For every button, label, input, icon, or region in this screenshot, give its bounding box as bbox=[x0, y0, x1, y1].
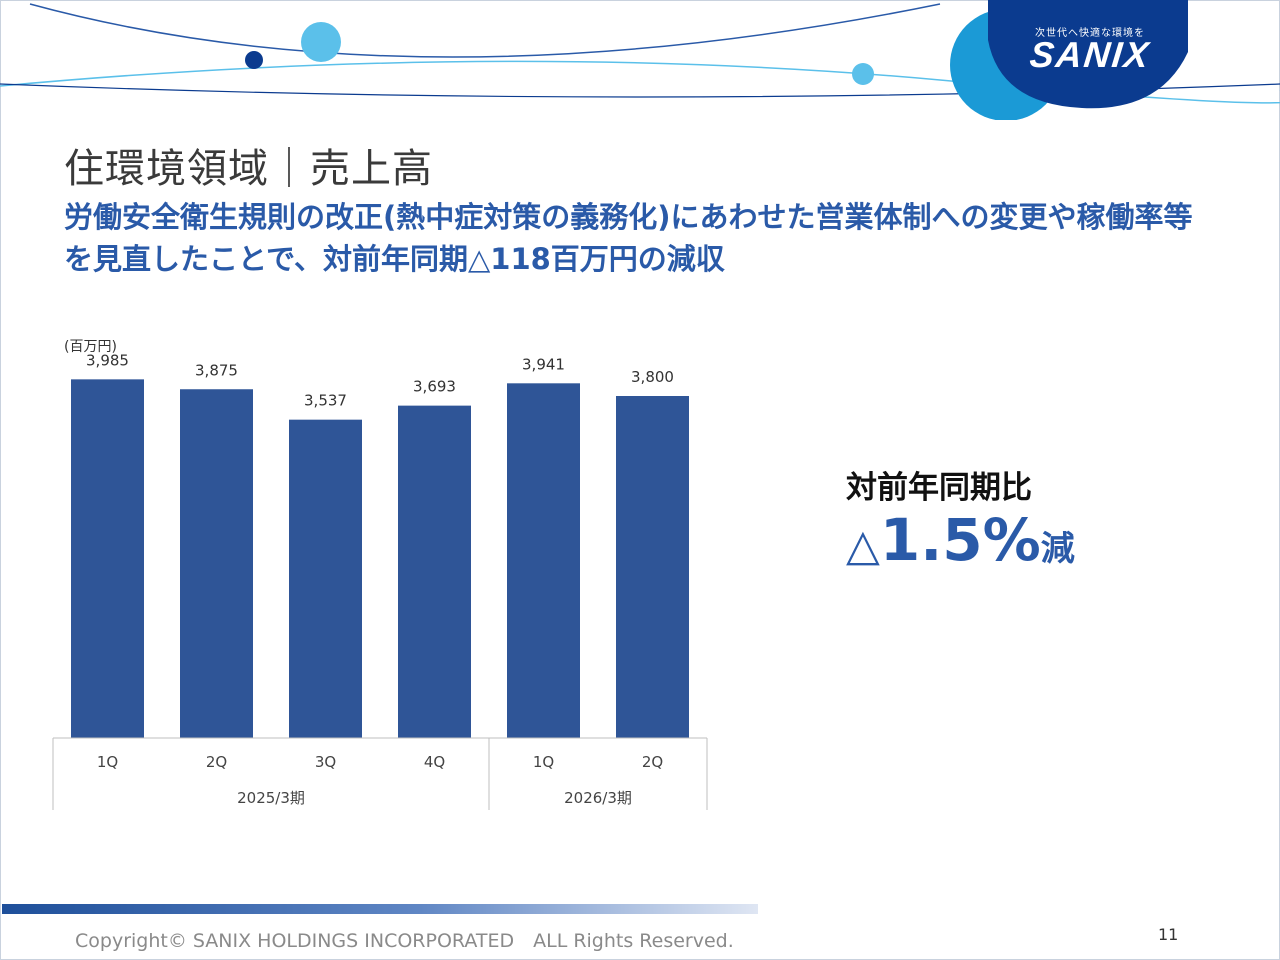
x-tick-label-4: 4Q bbox=[424, 753, 445, 771]
header-decoration bbox=[0, 0, 1280, 120]
kpi-value: △1.5%減 bbox=[846, 506, 1075, 574]
kpi-triangle: △ bbox=[846, 520, 880, 571]
kpi-label: 対前年同期比 bbox=[846, 470, 1032, 506]
data-label-1: 3,985 bbox=[86, 351, 129, 369]
x-tick-label-3: 3Q bbox=[315, 753, 336, 771]
bar-4 bbox=[398, 405, 471, 738]
bar-5 bbox=[507, 383, 580, 738]
page-number: 11 bbox=[1158, 925, 1179, 944]
data-label-4: 3,693 bbox=[413, 378, 456, 396]
footer-gradient-bar bbox=[2, 904, 758, 914]
header-arc-bottom bbox=[0, 60, 1280, 104]
data-label-5: 3,941 bbox=[522, 355, 565, 373]
bar-1 bbox=[71, 379, 144, 738]
bar-3 bbox=[289, 419, 362, 738]
copyright-text: Copyright© SANIX HOLDINGS INCORPORATED A… bbox=[75, 930, 734, 952]
x-tick-label-6: 2Q bbox=[642, 753, 663, 771]
revenue-bar-chart: 3,985 1Q 3,875 2Q 3,537 3Q 3,693 4Q 3,941 1Q 3,800… bbox=[52, 351, 708, 810]
x-tick-label-2: 2Q bbox=[206, 753, 227, 771]
x-tick-label-1: 1Q bbox=[97, 753, 118, 771]
x-group-label-2: 2026/3期 bbox=[564, 789, 632, 807]
kpi-number: 1.5% bbox=[879, 506, 1041, 574]
x-group-label-1: 2025/3期 bbox=[237, 789, 305, 807]
data-label-3: 3,537 bbox=[304, 392, 347, 410]
bar-2 bbox=[180, 389, 253, 738]
sanix-logo: SANIX bbox=[1027, 34, 1153, 75]
dot-light-small bbox=[852, 63, 874, 85]
logo-shape-navy bbox=[988, 0, 1188, 109]
data-label-6: 3,800 bbox=[631, 368, 674, 386]
dot-light-large bbox=[301, 22, 341, 62]
logo-tagline: 次世代へ快適な環境を bbox=[1035, 28, 1145, 39]
kpi-suffix: 減 bbox=[1040, 529, 1075, 569]
page-title: 住環境領域｜売上高 bbox=[64, 146, 433, 192]
header-arc-top bbox=[29, 3, 941, 58]
lead-text: 労働安全衛生規則の改正(熱中症対策の義務化)にあわせた営業体制への変更や稼働率等… bbox=[64, 200, 1193, 276]
x-tick-label-5: 1Q bbox=[533, 753, 554, 771]
dot-dark bbox=[245, 51, 263, 69]
unit-label: (百万円) bbox=[64, 339, 117, 355]
bar-6 bbox=[616, 396, 689, 738]
data-label-2: 3,875 bbox=[195, 361, 238, 379]
